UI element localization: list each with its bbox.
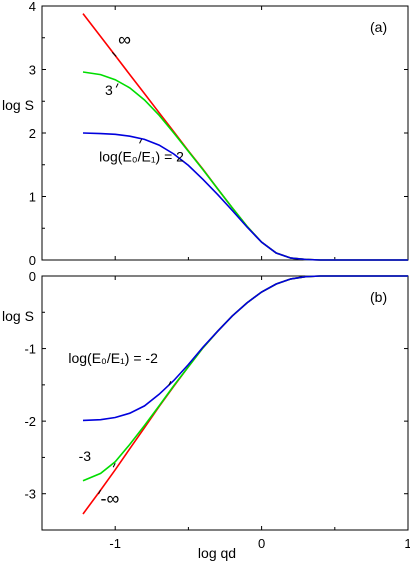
panel-b-xtick-label: 1 (404, 536, 410, 551)
panel-a-annotation-label: 3 (105, 82, 113, 98)
panel-b-ytick-label: 0 (29, 269, 36, 284)
panel-a-annotation-leader (115, 83, 119, 88)
panel-a-annotation-label: ∞ (118, 29, 131, 49)
panel-a-ylabel: log S (2, 97, 34, 113)
panel-b-xlabel: log qd (198, 545, 236, 561)
panel-a-series-line-2 (82, 132, 408, 261)
panel-a-annotation-leader (139, 139, 142, 144)
panel-a-ytick-label: 4 (29, 0, 36, 14)
panel-b-ytick-label: -1 (24, 342, 36, 357)
panel-b-annotation-label: log(E₀/E₁) = -2 (68, 350, 158, 366)
panel-b-annotation-leader (168, 381, 172, 386)
panel-b-series-line-0 (82, 275, 408, 515)
panel-b-xtick-label: -1 (109, 536, 121, 551)
panel-b-ytick-label: -3 (24, 487, 36, 502)
panel-b-xtick-label: 0 (258, 536, 265, 551)
panel-a-ytick-label: 0 (29, 253, 36, 268)
panel-a-annotation-leader (111, 52, 117, 57)
panel-a-series-line-1 (82, 71, 408, 261)
panel-a-ytick-label: 3 (29, 63, 36, 78)
panel-b-annotation-label: -3 (79, 448, 92, 464)
panel-b-series-line-1 (82, 275, 408, 482)
panel-a-ytick-label: 2 (29, 126, 36, 141)
panel-b-annotation-label: -∞ (101, 489, 120, 509)
panel-a-annotation-label: log(E₀/E₁) = 2 (99, 149, 184, 165)
panel-b-ylabel: log S (2, 308, 34, 324)
panel-a-ytick-label: 1 (29, 190, 36, 205)
panel-b-plot-frame (41, 275, 409, 531)
panel-b-annotation-leader (98, 489, 102, 495)
panel-b-ytick-label: -2 (24, 414, 36, 429)
panel-b-panel-label: (b) (370, 289, 387, 305)
panel-b-series-line-2 (82, 275, 408, 422)
panel-a-panel-label: (a) (370, 19, 387, 35)
panel-b-annotation-leader (112, 463, 116, 468)
